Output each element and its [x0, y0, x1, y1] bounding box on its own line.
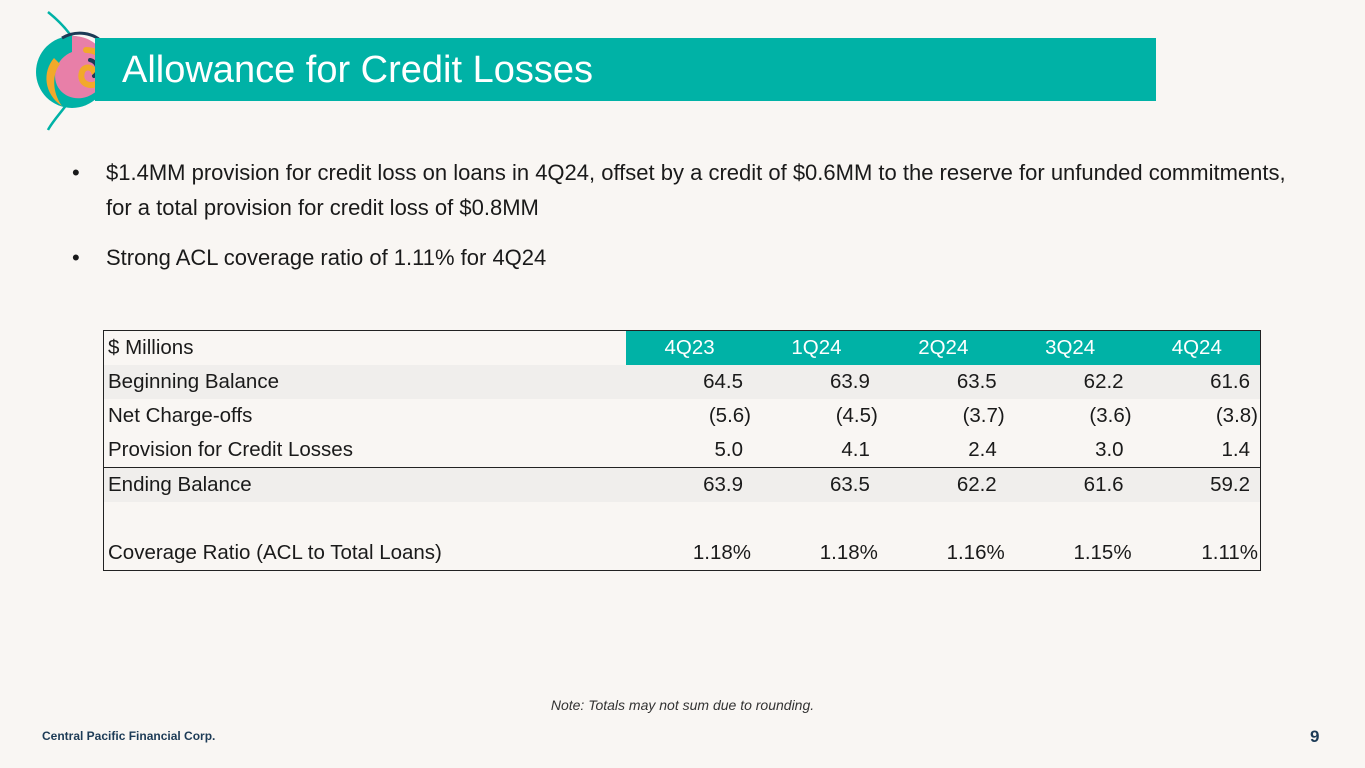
table-cell: 62.2	[1006, 365, 1134, 399]
table-cell: 1.18%	[692, 541, 751, 564]
table-cell: 1.16%	[946, 541, 1005, 564]
table-cell: 61.6	[1006, 467, 1134, 502]
header-quarter: 4Q23	[626, 330, 753, 365]
table-cell: (3.6)	[1089, 404, 1132, 427]
table-cell: 62.2	[879, 467, 1007, 502]
table-cell: 61.6	[1133, 365, 1261, 399]
page-number: 9	[1310, 727, 1320, 746]
table-cell: (4.5)	[835, 404, 878, 427]
table-cell: 59.2	[1133, 467, 1261, 502]
bullet-dot: •	[72, 245, 80, 270]
table-row-beginning-balance: Beginning Balance 64.5 63.9 63.5 62.2 61…	[103, 365, 1261, 399]
table-spacer-row	[104, 502, 1261, 536]
bullet-list: • $1.4MM provision for credit loss on lo…	[72, 155, 1302, 290]
header-quarter: 1Q24	[753, 330, 880, 365]
row-label: Ending Balance	[103, 467, 627, 502]
bullet-text: Strong ACL coverage ratio of 1.11% for 4…	[106, 245, 547, 270]
row-label: Coverage Ratio (ACL to Total Loans)	[108, 541, 442, 564]
header-quarter: 4Q24	[1133, 330, 1261, 365]
company-footer: Central Pacific Financial Corp.	[42, 729, 216, 743]
table-cell: 2.4	[968, 438, 997, 461]
bullet-item: • $1.4MM provision for credit loss on lo…	[72, 155, 1302, 225]
table-header-row: $ Millions 4Q23 1Q24 2Q24 3Q24 4Q24	[104, 330, 1261, 365]
table-cell: 63.9	[626, 467, 753, 502]
table-cell: 3.0	[1095, 438, 1124, 461]
table-row-ending-balance: Ending Balance 63.9 63.5 62.2 61.6 59.2	[103, 467, 1261, 502]
header-label: $ Millions	[108, 336, 194, 359]
swirl-logo-icon	[32, 8, 122, 133]
table-cell: 64.5	[626, 365, 753, 399]
table-row-coverage-ratio: Coverage Ratio (ACL to Total Loans) 1.18…	[104, 536, 1261, 571]
page-title: Allowance for Credit Losses	[122, 49, 593, 91]
table-cell: (3.7)	[962, 404, 1005, 427]
row-label: Net Charge-offs	[108, 404, 253, 427]
table-cell: 63.5	[753, 467, 880, 502]
table-cell: 1.15%	[1073, 541, 1132, 564]
table-cell: 4.1	[841, 438, 870, 461]
table-cell: 1.11%	[1201, 541, 1258, 564]
acl-table: $ Millions 4Q23 1Q24 2Q24 3Q24 4Q24 Begi…	[103, 330, 1261, 571]
table-row-net-charge-offs: Net Charge-offs (5.6) (4.5) (3.7) (3.6) …	[104, 399, 1261, 433]
row-label: Beginning Balance	[103, 365, 627, 399]
table-cell: 1.4	[1221, 438, 1251, 461]
table-row-provision: Provision for Credit Losses 5.0 4.1 2.4 …	[104, 433, 1261, 468]
title-bar	[95, 38, 1156, 101]
footnote: Note: Totals may not sum due to rounding…	[550, 697, 815, 713]
bullet-item: • Strong ACL coverage ratio of 1.11% for…	[72, 240, 1302, 275]
bullet-dot: •	[72, 160, 80, 185]
header-quarter: 2Q24	[879, 330, 1007, 365]
bullet-text: $1.4MM provision for credit loss on loan…	[106, 160, 1286, 220]
header-quarter: 3Q24	[1006, 330, 1134, 365]
table-cell: (3.8)	[1215, 404, 1258, 427]
table-cell: (5.6)	[708, 404, 751, 427]
table-cell: 1.18%	[819, 541, 878, 564]
row-label: Provision for Credit Losses	[108, 438, 353, 461]
table-cell: 5.0	[714, 438, 744, 461]
table-cell: 63.5	[879, 365, 1007, 399]
table-cell: 63.9	[753, 365, 880, 399]
